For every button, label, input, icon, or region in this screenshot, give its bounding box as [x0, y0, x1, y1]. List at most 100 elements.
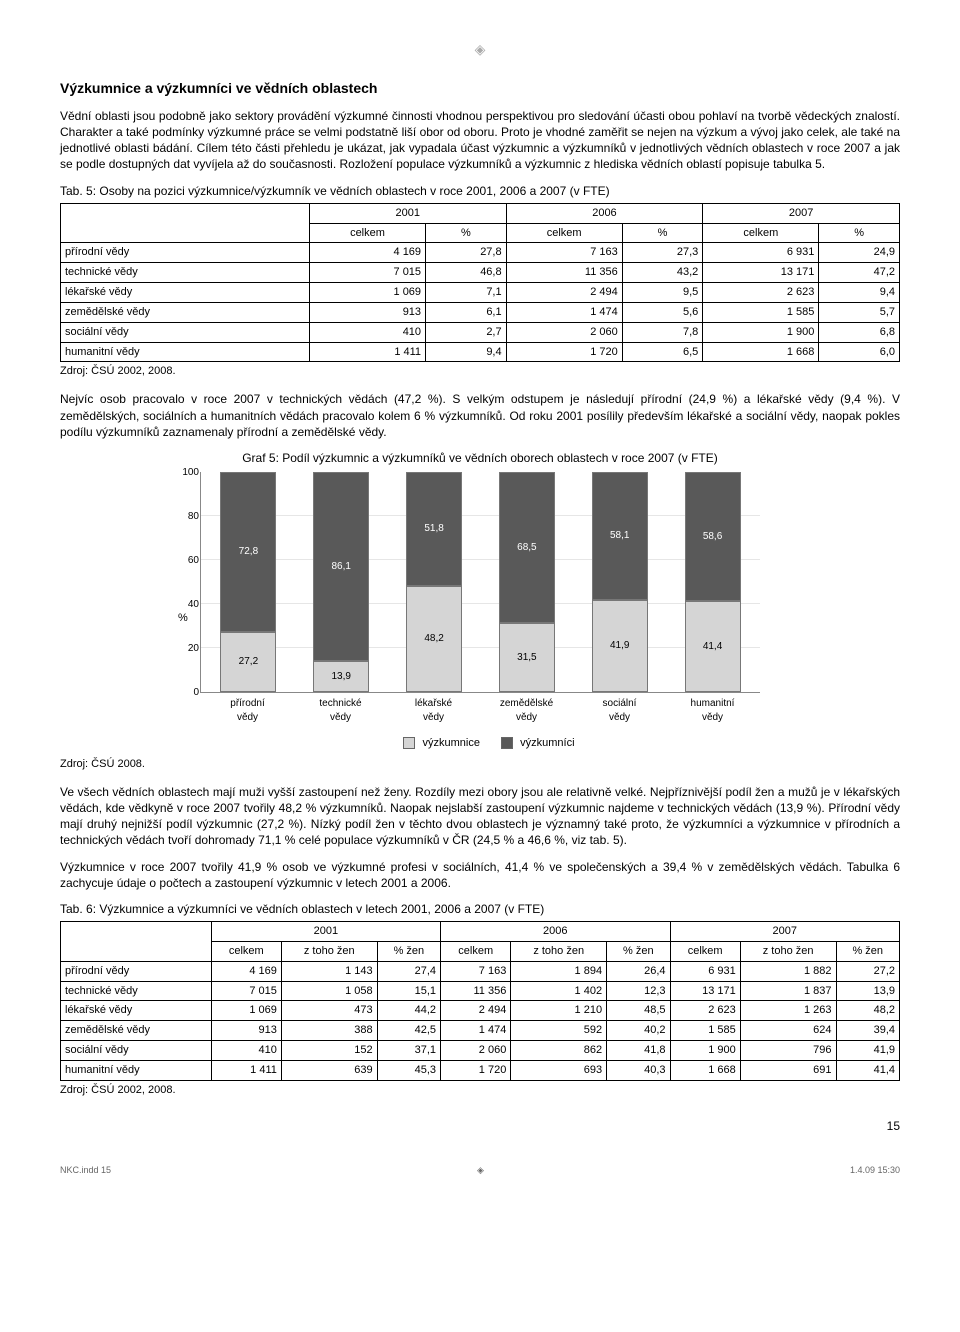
table-cell: 796 — [740, 1041, 836, 1061]
paragraph-after-chart-2: Výzkumnice v roce 2007 tvořily 41,9 % os… — [60, 859, 900, 891]
table-cell: 15,1 — [377, 981, 440, 1001]
print-footer: NKC.indd 15 ◈ 1.4.09 15:30 — [60, 1164, 900, 1176]
x-label: lékařské vědy — [406, 697, 462, 724]
intro-paragraph: Vědní oblasti jsou podobně jako sektory … — [60, 108, 900, 173]
row-label: sociální vědy — [61, 1041, 212, 1061]
table-row: humanitní vědy1 41163945,31 72069340,31 … — [61, 1060, 900, 1080]
x-label: zemědělské vědy — [499, 697, 555, 724]
table-cell: 5,6 — [622, 302, 703, 322]
table-cell: 1 263 — [740, 1001, 836, 1021]
y-tick: 100 — [182, 465, 199, 479]
chart-title: Graf 5: Podíl výzkumnic a výzkumníků ve … — [60, 450, 900, 466]
chart-wrap: % 020406080100 72,827,286,113,951,848,26… — [200, 472, 760, 751]
table-cell: 4 169 — [309, 243, 425, 263]
table-row: technické vědy7 01546,811 35643,213 1714… — [61, 263, 900, 283]
bar-column: 58,141,9 — [592, 472, 648, 692]
table-cell: 6,0 — [819, 342, 900, 362]
bar-segment-women: 27,2 — [220, 632, 276, 692]
y-tick: 80 — [188, 509, 199, 523]
table-cell: 1 474 — [506, 302, 622, 322]
row-label: humanitní vědy — [61, 342, 310, 362]
row-label: technické vědy — [61, 263, 310, 283]
chart-y-ticks: 020406080100 — [175, 472, 199, 692]
table-cell: 1 882 — [740, 961, 836, 981]
table-row: zemědělské vědy91338842,51 47459240,21 5… — [61, 1021, 900, 1041]
table6-caption: Tab. 6: Výzkumnice a výzkumníci ve vědní… — [60, 901, 900, 917]
table-subheader: celkem — [703, 223, 819, 243]
table-cell: 27,3 — [622, 243, 703, 263]
table-cell: 48,5 — [607, 1001, 670, 1021]
table-cell: 2 060 — [506, 322, 622, 342]
table-subheader: celkem — [506, 223, 622, 243]
table-cell: 1 668 — [703, 342, 819, 362]
table-subheader: % žen — [836, 941, 899, 961]
table-cell: 11 356 — [506, 263, 622, 283]
gridline — [201, 603, 760, 604]
table-cell: 1 058 — [281, 981, 377, 1001]
table-cell: 1 900 — [703, 322, 819, 342]
table-cell: 1 585 — [703, 302, 819, 322]
table-cell: 913 — [309, 302, 425, 322]
table6: 2001 2006 2007 celkemz toho žen% žencelk… — [60, 921, 900, 1081]
table-cell: 6,8 — [819, 322, 900, 342]
table-cell: 4 169 — [211, 961, 281, 981]
bar-segment-women: 13,9 — [313, 661, 369, 692]
table-cell: 639 — [281, 1060, 377, 1080]
table-cell: 39,4 — [836, 1021, 899, 1041]
footer-left: NKC.indd 15 — [60, 1164, 111, 1176]
x-label: přírodní vědy — [220, 697, 276, 724]
table5-year-2: 2007 — [703, 203, 900, 223]
x-label: technické vědy — [313, 697, 369, 724]
table-cell: 7,1 — [426, 283, 507, 303]
table-row: zemědělské vědy9136,11 4745,61 5855,7 — [61, 302, 900, 322]
table-cell: 410 — [211, 1041, 281, 1061]
table5-year-1: 2006 — [506, 203, 703, 223]
x-label: humanitní vědy — [685, 697, 741, 724]
table-cell: 388 — [281, 1021, 377, 1041]
table-subheader: z toho žen — [740, 941, 836, 961]
bar-column: 72,827,2 — [220, 472, 276, 692]
row-label: přírodní vědy — [61, 243, 310, 263]
table-cell: 624 — [740, 1021, 836, 1041]
table-cell: 9,5 — [622, 283, 703, 303]
bar-segment-men: 51,8 — [406, 472, 462, 586]
table5-source: Zdroj: ČSÚ 2002, 2008. — [60, 364, 900, 379]
table-subheader: z toho žen — [281, 941, 377, 961]
table-cell: 1 411 — [309, 342, 425, 362]
table-cell: 1 900 — [670, 1041, 740, 1061]
table-cell: 2 060 — [441, 1041, 511, 1061]
table-cell: 862 — [511, 1041, 607, 1061]
table-subheader: % — [426, 223, 507, 243]
legend-swatch-men — [501, 737, 513, 749]
bar-segment-men: 68,5 — [499, 472, 555, 623]
table-cell: 1 585 — [670, 1021, 740, 1041]
table-cell: 2,7 — [426, 322, 507, 342]
gridline — [201, 647, 760, 648]
bar-column: 86,113,9 — [313, 472, 369, 692]
table-cell: 43,2 — [622, 263, 703, 283]
table-cell: 7 163 — [506, 243, 622, 263]
table-cell: 1 720 — [506, 342, 622, 362]
row-label: přírodní vědy — [61, 961, 212, 981]
table-cell: 1 837 — [740, 981, 836, 1001]
footer-right: 1.4.09 15:30 — [850, 1164, 900, 1176]
bar-segment-women: 48,2 — [406, 586, 462, 692]
table-cell: 41,8 — [607, 1041, 670, 1061]
bar-segment-women: 41,9 — [592, 600, 648, 692]
table-cell: 24,9 — [819, 243, 900, 263]
table6-year-1: 2006 — [441, 922, 670, 942]
page-number: 15 — [60, 1118, 900, 1134]
table-cell: 42,5 — [377, 1021, 440, 1041]
table-cell: 1 069 — [211, 1001, 281, 1021]
table-cell: 27,2 — [836, 961, 899, 981]
table-cell: 152 — [281, 1041, 377, 1061]
row-label: lékařské vědy — [61, 283, 310, 303]
table5-corner — [61, 203, 310, 243]
row-label: technické vědy — [61, 981, 212, 1001]
row-label: sociální vědy — [61, 322, 310, 342]
table-subheader: celkem — [441, 941, 511, 961]
table-row: technické vědy7 0151 05815,111 3561 4021… — [61, 981, 900, 1001]
table-cell: 6,1 — [426, 302, 507, 322]
table-subheader: % žen — [607, 941, 670, 961]
table6-corner — [61, 922, 212, 962]
